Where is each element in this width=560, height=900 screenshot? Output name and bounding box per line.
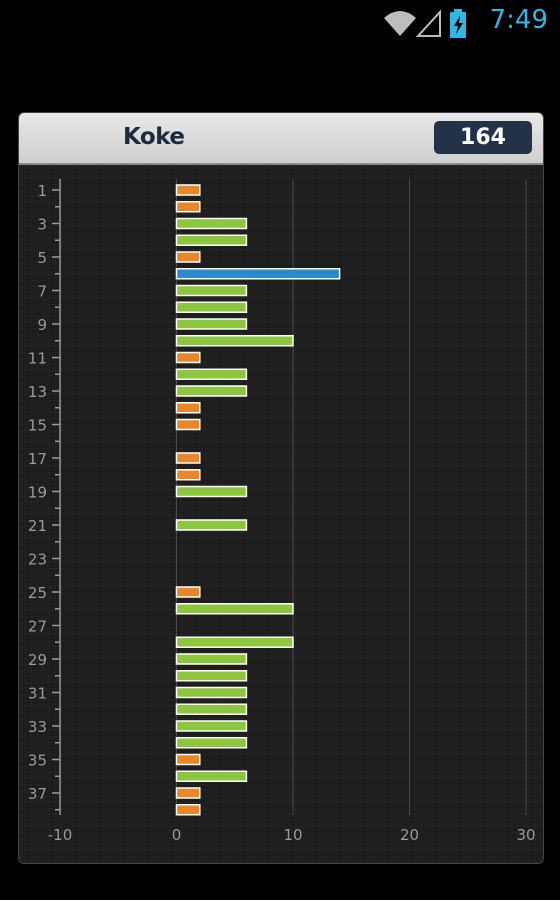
y-tick-label: 37 [28,785,47,803]
y-tick-label: 13 [28,383,47,401]
bar [175,368,248,380]
bar [175,653,248,665]
y-tick-label: 21 [28,517,47,535]
y-tick-label: 29 [28,651,47,669]
signal-icon [415,9,441,37]
y-tick-label: 33 [28,718,47,736]
bar [175,636,294,648]
bar [175,703,248,715]
battery-charging-icon [450,9,466,38]
bar-chart: -10 0 10 20 30135791113151719212325272931333… [28,179,536,844]
card-header: Koke 164 [19,113,543,165]
bar [175,485,248,498]
y-tick-label: 25 [28,584,47,602]
y-tick-label: 19 [28,484,47,502]
bar [175,385,248,397]
bar [175,268,341,280]
y-tick-label: 5 [37,249,47,267]
bar [175,452,201,464]
status-time: 7:49 [489,5,548,35]
score-badge: 164 [434,121,532,154]
bar [175,335,294,347]
bar [175,402,201,414]
y-tick-label: 11 [28,350,47,368]
bar [175,301,248,313]
y-tick-label: 23 [28,551,47,569]
y-tick-label: 3 [37,216,47,234]
bar [175,251,201,263]
y-tick-label: 15 [28,417,47,435]
bar [175,519,248,531]
bar [175,184,201,196]
bar [175,234,248,246]
x-tick-label: 0 [172,826,182,844]
bar [175,804,201,816]
y-tick-label: 35 [28,752,47,770]
x-tick-label: 10 [283,826,302,844]
y-tick-label: 31 [28,685,47,703]
chart-area: -10 0 10 20 30 1 3 5 7 9 11 13 15 17 19 21 23 25 27 29 31 33 3… [19,165,543,863]
bar [175,686,248,699]
x-tick-label: -10 [48,826,73,844]
bar [175,603,294,615]
y-tick-label: 7 [37,283,47,301]
y-tick-label: 1 [37,182,47,200]
x-tick-label: 20 [400,826,419,844]
bar [175,720,248,732]
player-name: Koke [123,124,185,150]
player-card: Koke 164 -10 0 10 20 30 1 3 5 7 9 11 13 15 17 19 21 23 25… [18,112,544,864]
status-bar: 7:49 [0,0,560,44]
bar [175,418,201,431]
bar [175,201,201,213]
y-tick-label: 27 [28,618,47,636]
bar [175,770,248,782]
bar [175,670,248,682]
bar [175,318,248,330]
x-tick-label: 30 [516,826,535,844]
bar [175,753,201,766]
bar [175,351,201,364]
bar [175,787,201,799]
y-tick-label: 9 [37,316,47,334]
y-tick-label: 17 [28,450,47,468]
bar [175,469,201,481]
bar [175,217,248,230]
status-icons [384,9,466,38]
bar [175,284,248,297]
bar [175,737,248,749]
wifi-icon [384,11,416,36]
bar [175,586,201,598]
